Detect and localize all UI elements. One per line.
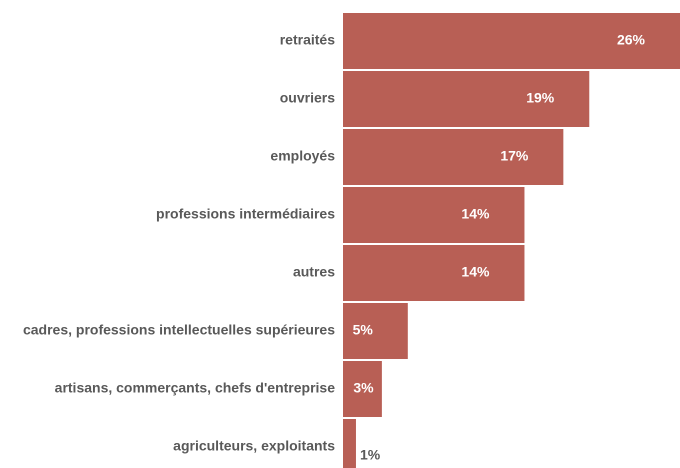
value-label: 19% [526, 90, 555, 106]
value-label: 14% [461, 264, 490, 280]
value-label: 14% [461, 206, 490, 222]
category-label: employés [270, 148, 335, 164]
category-label: retraités [280, 32, 335, 48]
value-label: 17% [500, 148, 529, 164]
bar-7 [343, 361, 382, 417]
category-label: professions intermédiaires [156, 206, 335, 222]
labels-group: retraités 26% ouvriers 19% employés 17% profes… [23, 32, 646, 463]
bars-group [343, 13, 680, 468]
bar-1 [343, 13, 680, 69]
bar-6 [343, 303, 408, 359]
category-label: agriculteurs, exploitants [173, 438, 335, 454]
bar-8 [343, 419, 356, 468]
category-label: autres [293, 264, 335, 280]
value-label: 5% [353, 322, 374, 338]
bar-2 [343, 71, 590, 127]
bar-4 [343, 187, 525, 243]
bar-5 [343, 245, 525, 301]
value-label: 26% [617, 32, 646, 48]
value-label: 3% [353, 380, 374, 396]
category-label: artisans, commerçants, chefs d'entrepris… [55, 380, 336, 396]
bar-3 [343, 129, 564, 185]
category-label: cadres, professions intellectuelles supé… [23, 322, 335, 338]
value-label: 1% [360, 447, 381, 463]
category-label: ouvriers [280, 90, 335, 106]
